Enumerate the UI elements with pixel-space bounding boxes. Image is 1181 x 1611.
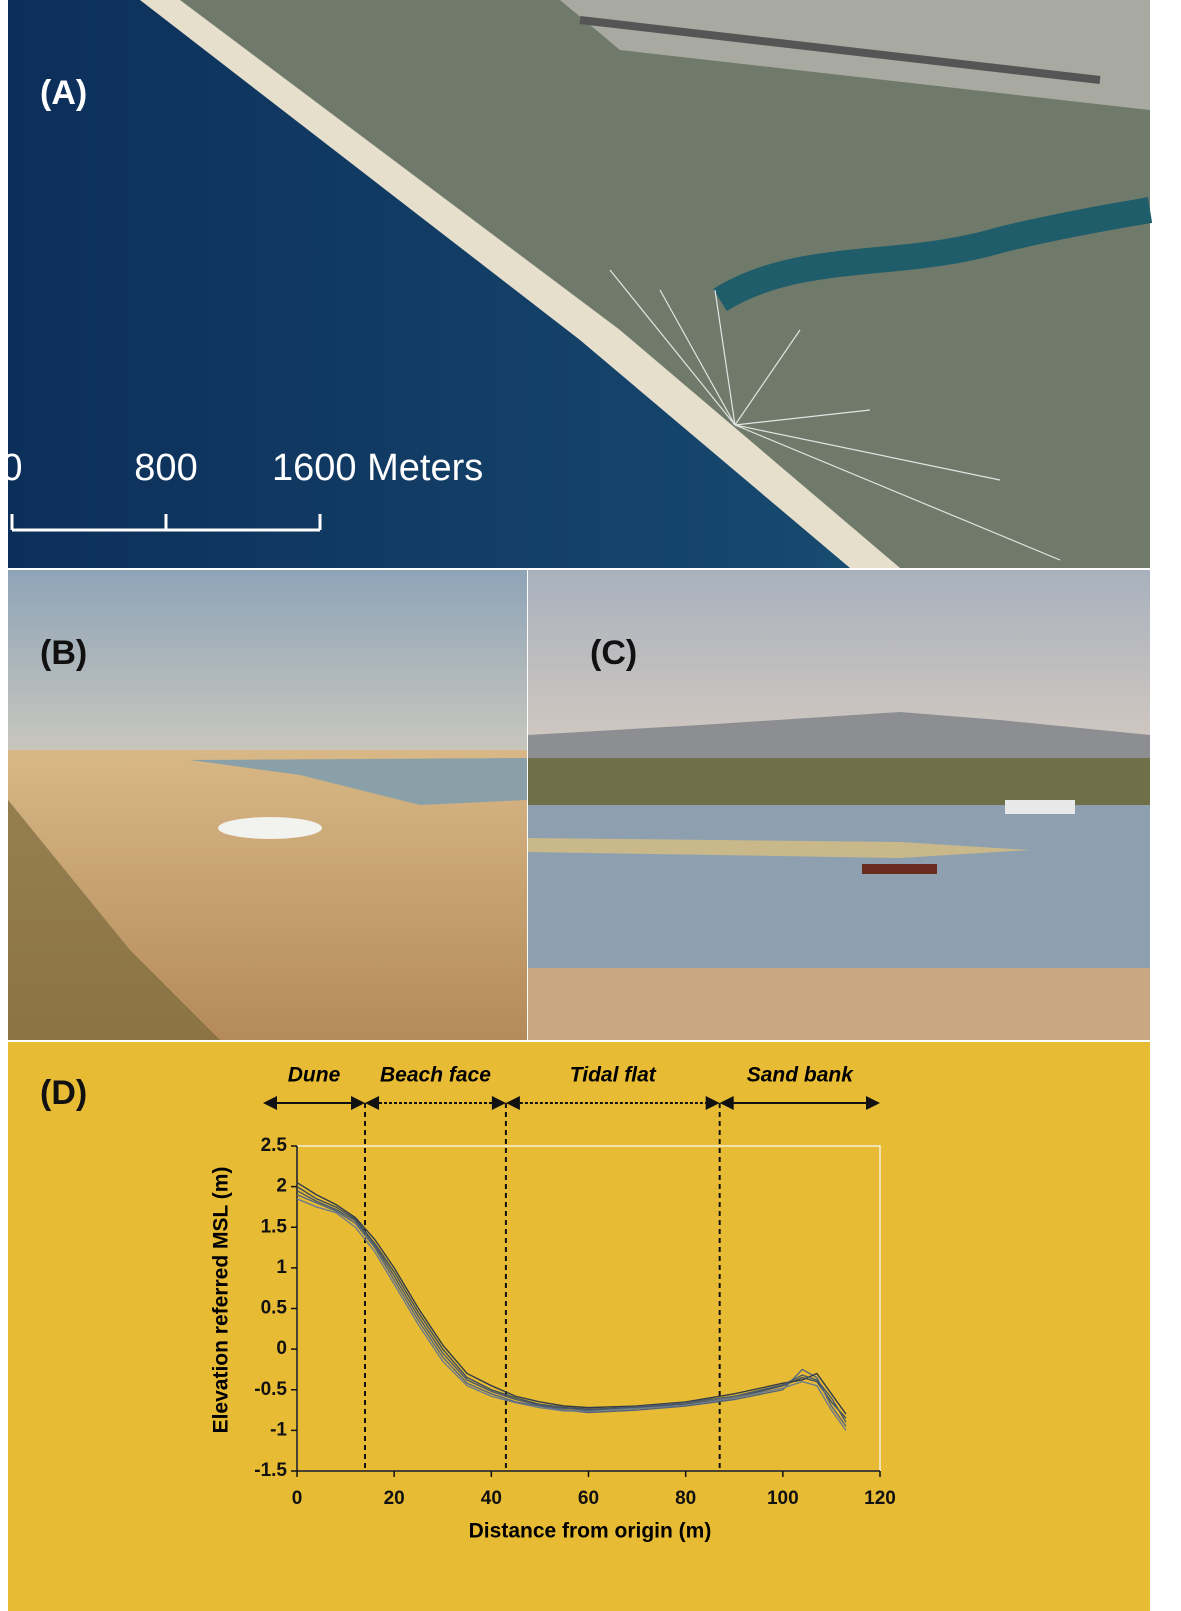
y-tick-label: -0.5 <box>254 1379 287 1400</box>
panel-label: (D) <box>40 1074 87 1112</box>
panel-label: (C) <box>590 634 637 672</box>
scale-label: 0 <box>1 447 22 489</box>
y-tick-label: -1.5 <box>254 1460 287 1481</box>
boat <box>218 817 322 839</box>
panel-d: (D) Distance from origin (m) Elevation r… <box>8 1042 1150 1611</box>
panel-b: (B) <box>8 570 527 1040</box>
zone-label: Dune <box>288 1064 341 1087</box>
zone-label: Sand bank <box>747 1064 855 1087</box>
x-axis-title: Distance from origin (m) <box>469 1520 712 1543</box>
x-tick-label: 20 <box>384 1488 405 1509</box>
water <box>528 805 1150 975</box>
y-tick-label: 1 <box>276 1257 287 1278</box>
boat <box>862 864 937 874</box>
panel-label: (B) <box>40 634 87 672</box>
x-tick-label: 0 <box>292 1488 303 1509</box>
panel-c: (C) <box>528 570 1150 1040</box>
x-tick-label: 100 <box>767 1488 799 1509</box>
boat <box>1005 800 1075 814</box>
figure: (A) 08001600 Meters (B) (C) (D) Distance… <box>0 0 1181 1611</box>
y-tick-label: 2 <box>276 1176 287 1197</box>
y-tick-label: 0 <box>276 1338 287 1359</box>
y-tick-label: 1.5 <box>261 1216 288 1237</box>
zone-label: Tidal flat <box>570 1064 657 1087</box>
panel-label: (A) <box>40 74 87 112</box>
x-tick-label: 80 <box>675 1488 696 1509</box>
scale-label: 800 <box>134 447 197 489</box>
scale-label: 1600 Meters <box>272 447 483 489</box>
x-tick-label: 120 <box>864 1488 896 1509</box>
y-axis-title: Elevation referred MSL (m) <box>210 1167 233 1434</box>
shore <box>528 968 1150 1040</box>
x-tick-label: 40 <box>481 1488 502 1509</box>
y-tick-label: 2.5 <box>261 1135 288 1156</box>
x-tick-label: 60 <box>578 1488 599 1509</box>
panel-a: (A) 0 800 1600 Meters <box>1 0 1150 568</box>
y-tick-label: -1 <box>270 1419 287 1440</box>
y-tick-label: 0.5 <box>261 1298 288 1319</box>
zone-label: Beach face <box>380 1064 491 1087</box>
